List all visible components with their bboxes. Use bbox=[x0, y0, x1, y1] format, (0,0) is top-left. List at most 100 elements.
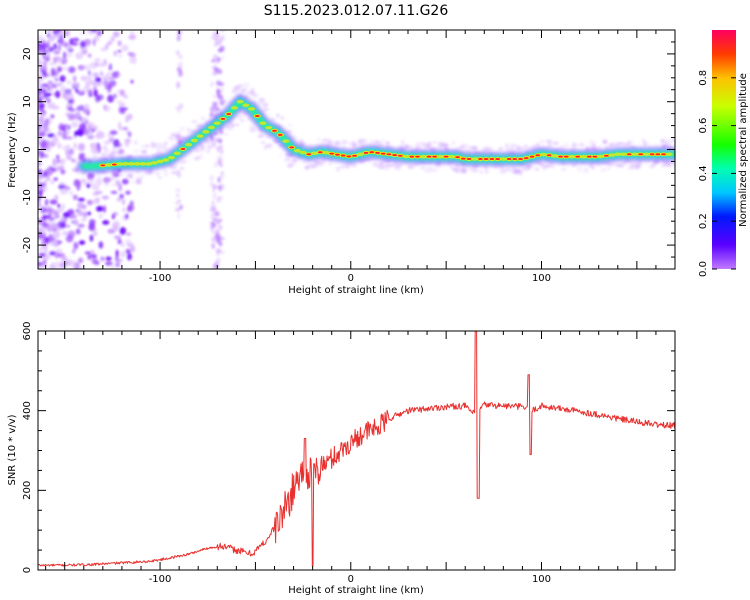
ridge-core-peak bbox=[340, 154, 346, 157]
x-tick-label: 0 bbox=[348, 574, 354, 585]
noise-speckle bbox=[350, 141, 355, 145]
ridge-core bbox=[597, 154, 605, 159]
noise-speckle bbox=[261, 103, 268, 108]
noise-speckle bbox=[91, 128, 96, 133]
noise-speckle bbox=[157, 144, 164, 150]
noise-speckle bbox=[578, 143, 585, 146]
noise-speckle bbox=[48, 220, 53, 225]
noise-speckle bbox=[536, 142, 540, 147]
noise-speckle bbox=[86, 30, 92, 33]
noise-speckle bbox=[93, 89, 98, 97]
ridge-core-peak bbox=[455, 156, 460, 159]
noise-speckle bbox=[612, 141, 620, 147]
noise-speckle bbox=[211, 228, 216, 235]
noise-speckle bbox=[130, 31, 135, 36]
noise-speckle bbox=[38, 37, 43, 42]
x-tick-label: -100 bbox=[149, 273, 172, 284]
noise-speckle bbox=[38, 191, 43, 198]
noise-speckle bbox=[231, 89, 237, 93]
noise-speckle bbox=[57, 44, 62, 51]
ridge-core bbox=[259, 121, 267, 126]
noise-speckle bbox=[319, 159, 323, 163]
noise-speckle bbox=[461, 170, 467, 174]
noise-speckle bbox=[607, 162, 615, 165]
noise-speckle bbox=[113, 221, 119, 228]
noise-speckle bbox=[80, 218, 87, 222]
noise-speckle bbox=[72, 194, 78, 201]
noise-speckle bbox=[44, 198, 49, 207]
spectrogram-image bbox=[38, 30, 675, 269]
ridge-core-peak bbox=[397, 154, 403, 157]
ridge-core bbox=[248, 107, 256, 111]
noise-speckle bbox=[588, 139, 596, 145]
noise-speckle bbox=[200, 115, 206, 121]
noise-speckle bbox=[466, 150, 472, 153]
noise-speckle bbox=[220, 99, 227, 104]
ridge-core-peak bbox=[575, 155, 581, 158]
noise-speckle bbox=[74, 111, 81, 120]
noise-speckle bbox=[62, 125, 67, 133]
noise-speckle bbox=[104, 183, 110, 188]
noise-speckle bbox=[672, 138, 675, 143]
noise-speckle bbox=[437, 141, 445, 146]
noise-speckle bbox=[94, 72, 99, 81]
noise-speckle bbox=[72, 75, 77, 83]
noise-speckle bbox=[38, 202, 42, 208]
noise-speckle bbox=[50, 180, 55, 184]
ridge-core-peak bbox=[329, 152, 335, 155]
noise-speckle bbox=[121, 198, 126, 206]
noise-speckle bbox=[77, 64, 85, 71]
noise-speckle bbox=[217, 57, 221, 61]
noise-speckle bbox=[560, 168, 567, 171]
ridge-core bbox=[282, 139, 290, 143]
ridge-core-peak bbox=[392, 153, 398, 156]
noise-speckle bbox=[270, 118, 276, 121]
noise-speckle bbox=[93, 34, 100, 42]
noise-speckle bbox=[432, 141, 437, 144]
ridge-core-peak bbox=[111, 163, 117, 166]
noise-speckle bbox=[163, 147, 169, 152]
noise-speckle bbox=[60, 216, 65, 222]
noise-speckle bbox=[102, 79, 110, 87]
noise-speckle bbox=[59, 181, 66, 185]
noise-speckle bbox=[46, 32, 51, 39]
noise-speckle bbox=[212, 196, 216, 200]
noise-speckle bbox=[107, 228, 116, 234]
noise-speckle bbox=[57, 203, 61, 208]
noise-speckle bbox=[38, 42, 41, 47]
noise-speckle bbox=[72, 82, 80, 87]
noise-speckle bbox=[43, 153, 49, 158]
noise-speckle bbox=[66, 80, 73, 86]
noise-speckle bbox=[129, 56, 137, 64]
noise-speckle bbox=[119, 250, 126, 258]
noise-speckle bbox=[129, 52, 137, 58]
noise-speckle bbox=[130, 245, 136, 253]
noise-speckle bbox=[120, 242, 125, 248]
noise-speckle bbox=[71, 263, 78, 268]
noise-speckle bbox=[660, 164, 667, 168]
noise-speckle bbox=[316, 138, 323, 141]
ridge-core-peak bbox=[272, 129, 277, 132]
noise-speckle bbox=[463, 149, 468, 152]
noise-speckle bbox=[38, 169, 42, 174]
ridge-core bbox=[299, 150, 307, 155]
noise-speckle bbox=[125, 190, 131, 195]
noise-speckle bbox=[110, 190, 118, 195]
noise-speckle bbox=[225, 125, 231, 128]
noise-speckle bbox=[479, 170, 483, 175]
noise-speckle bbox=[266, 143, 273, 148]
noise-speckle bbox=[626, 140, 633, 145]
noise-speckle bbox=[155, 172, 160, 176]
noise-speckle bbox=[45, 98, 52, 104]
noise-speckle bbox=[115, 249, 119, 258]
x-tick-label: 100 bbox=[532, 574, 551, 585]
noise-speckle bbox=[107, 83, 113, 90]
noise-speckle bbox=[72, 213, 77, 220]
noise-speckle bbox=[50, 83, 55, 89]
ridge-core bbox=[579, 154, 587, 159]
ridge-core-peak bbox=[386, 153, 392, 156]
noise-speckle bbox=[380, 139, 386, 142]
noise-speckle bbox=[215, 145, 222, 151]
noise-speckle bbox=[285, 158, 291, 161]
colorbar-tick-label: 0.4 bbox=[698, 165, 709, 181]
